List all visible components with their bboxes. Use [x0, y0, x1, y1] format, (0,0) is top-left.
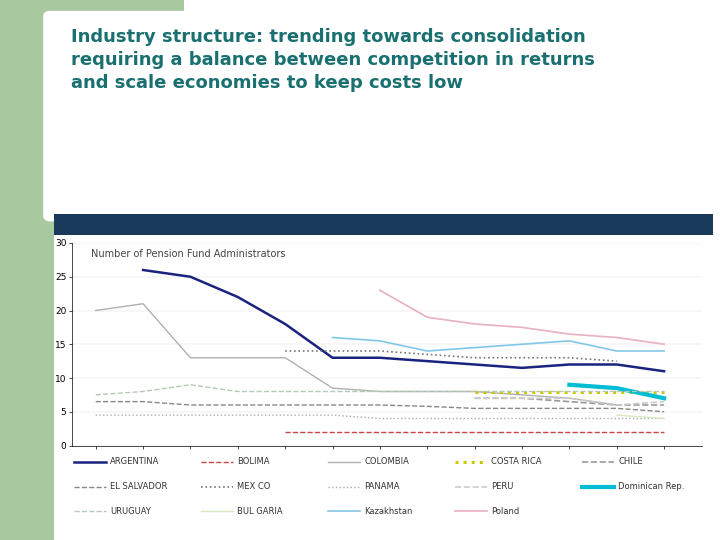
Text: Dominican Rep.: Dominican Rep. — [618, 482, 685, 491]
Text: COSTA RICA: COSTA RICA — [491, 457, 541, 466]
Text: PANAMA: PANAMA — [364, 482, 400, 491]
Text: Kazakhstan: Kazakhstan — [364, 507, 413, 516]
Text: Poland: Poland — [491, 507, 520, 516]
Text: MEX CO: MEX CO — [237, 482, 271, 491]
Text: CHILE: CHILE — [618, 457, 643, 466]
Text: EL SALVADOR: EL SALVADOR — [110, 482, 168, 491]
Text: Number of Pension Fund Administrators: Number of Pension Fund Administrators — [91, 249, 285, 259]
Text: ARGENTINA: ARGENTINA — [110, 457, 159, 466]
Text: Industry structure: trending towards consolidation
requiring a balance between c: Industry structure: trending towards con… — [71, 28, 595, 92]
Text: BOLIMA: BOLIMA — [237, 457, 269, 466]
Text: COLOMBIA: COLOMBIA — [364, 457, 409, 466]
Text: BUL GARIA: BUL GARIA — [237, 507, 283, 516]
Text: URUGUAY: URUGUAY — [110, 507, 151, 516]
Text: PERU: PERU — [491, 482, 513, 491]
